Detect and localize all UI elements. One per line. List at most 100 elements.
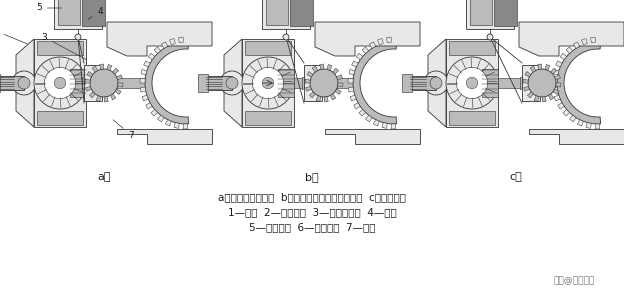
Circle shape: [430, 77, 442, 89]
Polygon shape: [115, 89, 121, 94]
Polygon shape: [85, 86, 91, 91]
Polygon shape: [330, 94, 336, 100]
Polygon shape: [524, 86, 529, 91]
Bar: [520, 77, 540, 89]
Polygon shape: [551, 68, 557, 74]
Polygon shape: [350, 95, 356, 101]
Polygon shape: [333, 68, 339, 74]
Polygon shape: [538, 64, 542, 69]
Polygon shape: [348, 87, 354, 92]
Bar: [37, 111, 83, 125]
Bar: [294, 78, 354, 88]
Polygon shape: [349, 69, 355, 75]
Polygon shape: [366, 115, 372, 122]
Circle shape: [262, 77, 274, 89]
Polygon shape: [577, 120, 583, 126]
Circle shape: [283, 34, 289, 40]
Bar: [498, 78, 558, 88]
Bar: [494, 0, 517, 26]
Polygon shape: [206, 76, 232, 90]
Polygon shape: [548, 94, 554, 100]
Polygon shape: [0, 76, 24, 90]
Polygon shape: [338, 83, 343, 87]
Bar: [58, 0, 80, 25]
Text: 1: 1: [0, 297, 1, 298]
Bar: [466, 0, 514, 29]
Bar: [290, 0, 313, 26]
Polygon shape: [552, 78, 557, 83]
Polygon shape: [553, 69, 559, 75]
Circle shape: [220, 71, 244, 95]
Bar: [242, 39, 294, 127]
Polygon shape: [110, 94, 116, 100]
Polygon shape: [307, 72, 313, 77]
Polygon shape: [89, 92, 95, 98]
Polygon shape: [315, 22, 420, 56]
Polygon shape: [100, 64, 104, 69]
Polygon shape: [391, 124, 396, 129]
Polygon shape: [353, 42, 397, 124]
Polygon shape: [582, 39, 587, 45]
Polygon shape: [316, 96, 321, 102]
Polygon shape: [556, 83, 561, 87]
Circle shape: [424, 71, 448, 95]
Polygon shape: [352, 61, 358, 67]
Polygon shape: [87, 72, 93, 77]
Polygon shape: [386, 37, 391, 43]
Polygon shape: [336, 75, 343, 80]
Polygon shape: [534, 96, 539, 102]
Polygon shape: [325, 129, 420, 144]
Bar: [304, 65, 322, 101]
Text: 2: 2: [0, 27, 27, 44]
Polygon shape: [557, 42, 600, 124]
Bar: [482, 69, 498, 97]
Text: 4: 4: [88, 7, 103, 19]
Polygon shape: [306, 86, 311, 91]
Circle shape: [226, 77, 238, 89]
Polygon shape: [312, 66, 318, 72]
Bar: [82, 0, 105, 26]
Polygon shape: [154, 47, 160, 53]
Polygon shape: [542, 97, 546, 102]
Polygon shape: [566, 47, 573, 53]
Bar: [302, 77, 322, 89]
Bar: [522, 65, 540, 101]
Bar: [449, 111, 495, 125]
Circle shape: [252, 67, 283, 99]
Polygon shape: [525, 72, 531, 77]
Polygon shape: [428, 39, 446, 127]
Text: 1—飞轮  2—驱动齿轮  3—单向离合器  4—拨叉: 1—飞轮 2—驱动齿轮 3—单向离合器 4—拨叉: [228, 207, 396, 217]
Polygon shape: [145, 103, 152, 109]
Text: 5: 5: [36, 4, 62, 13]
Polygon shape: [104, 97, 108, 102]
Polygon shape: [555, 75, 560, 80]
Bar: [262, 0, 310, 29]
Polygon shape: [118, 83, 123, 87]
Polygon shape: [359, 110, 366, 116]
Polygon shape: [310, 92, 315, 98]
Circle shape: [18, 77, 30, 89]
Polygon shape: [107, 64, 112, 70]
Polygon shape: [519, 22, 624, 56]
Text: a）起动机静止状态  b）驱动齿轮与飞轮正在啮合  c）完全啮合: a）起动机静止状态 b）驱动齿轮与飞轮正在啮合 c）完全啮合: [218, 192, 406, 202]
Circle shape: [528, 69, 556, 97]
Polygon shape: [141, 69, 147, 75]
Polygon shape: [595, 124, 600, 129]
Polygon shape: [327, 64, 332, 70]
Polygon shape: [570, 115, 576, 122]
Circle shape: [44, 67, 76, 99]
Text: 3: 3: [41, 32, 87, 60]
Polygon shape: [174, 122, 179, 128]
Bar: [278, 69, 294, 97]
Polygon shape: [140, 78, 145, 83]
Bar: [54, 0, 102, 29]
Polygon shape: [145, 42, 188, 124]
Polygon shape: [117, 75, 122, 80]
Bar: [198, 74, 208, 92]
Circle shape: [446, 57, 498, 109]
Bar: [245, 111, 291, 125]
Bar: [449, 41, 495, 55]
Bar: [70, 69, 86, 97]
Polygon shape: [158, 115, 164, 122]
Polygon shape: [560, 53, 567, 60]
